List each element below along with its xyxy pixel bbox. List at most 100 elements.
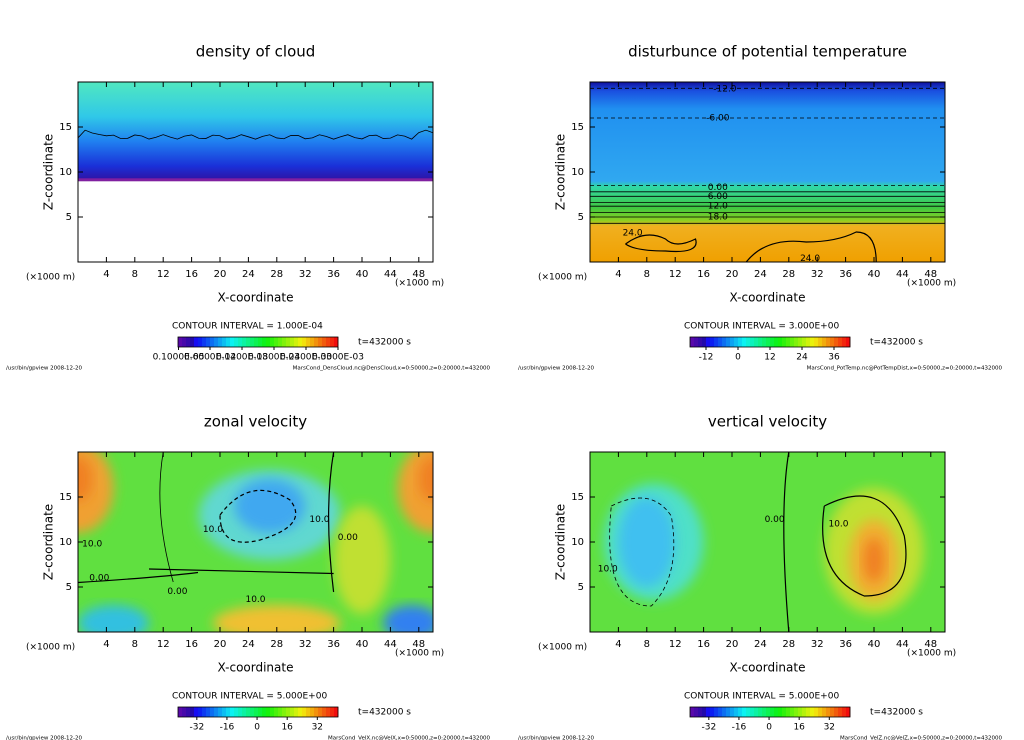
x-tick-label: 36 <box>327 269 340 280</box>
time-label: t=432000 s <box>870 338 923 348</box>
colorbar-cell <box>726 707 731 717</box>
colorbar-cell <box>766 707 771 717</box>
contour-label: 0.00 <box>89 574 109 584</box>
x-tick-label: 28 <box>270 639 283 650</box>
colorbar-cell <box>790 337 795 347</box>
x-tick-label: 32 <box>299 639 312 650</box>
colorbar-cell <box>690 707 695 717</box>
contour-line <box>78 129 433 140</box>
x-tick-label: 12 <box>669 269 682 280</box>
colorbar-cell <box>738 337 743 347</box>
colorbar-cell <box>742 707 747 717</box>
colorbar-cell <box>234 337 239 347</box>
colorbar-cell <box>226 707 231 717</box>
footer-left: /usr/bin/gpview 2008-12-20 <box>518 736 595 740</box>
y-unit: (×1000 m) <box>538 273 587 283</box>
x-tick-label: 36 <box>839 639 852 650</box>
x-tick-label: 40 <box>356 639 369 650</box>
colorbar-cell <box>242 707 247 717</box>
chart-title: density of cloud <box>196 43 316 61</box>
colorbar-cell <box>258 707 263 717</box>
colorbar-cell <box>270 337 275 347</box>
colorbar-cell <box>274 337 279 347</box>
colorbar-cell <box>302 337 307 347</box>
colorbar-cell <box>294 707 299 717</box>
colorbar-cell <box>774 707 779 717</box>
colorbar-cell <box>702 337 707 347</box>
x-unit: (×1000 m) <box>395 279 444 289</box>
colorbar-cell <box>842 707 847 717</box>
colorbar-cell <box>826 337 831 347</box>
colorbar-tick-label: 0.2400E-03 <box>280 353 332 363</box>
colorbar-cell <box>258 337 263 347</box>
colorbar-cell <box>286 337 291 347</box>
contour-interval: CONTOUR INTERVAL = 3.000E+00 <box>684 322 839 332</box>
colorbar-cell <box>318 337 323 347</box>
colorbar-cell <box>822 707 827 717</box>
colorbar-cell <box>186 337 191 347</box>
x-tick-label: 8 <box>644 269 650 280</box>
colorbar-cell <box>322 707 327 717</box>
colorbar-cell <box>746 337 751 347</box>
colorbar-cell <box>806 337 811 347</box>
x-tick-label: 12 <box>669 639 682 650</box>
y-tick-label: 15 <box>571 492 584 503</box>
colorbar-cell <box>262 707 267 717</box>
colorbar-cell <box>738 707 743 717</box>
y-tick-label: 10 <box>59 167 72 178</box>
colorbar-cell <box>254 707 259 717</box>
colorbar-cell <box>814 707 819 717</box>
x-unit: (×1000 m) <box>907 649 956 659</box>
contour-line <box>219 489 297 543</box>
colorbar-cell <box>182 707 187 717</box>
colorbar-tick-label: 0 <box>735 353 741 363</box>
contour-line <box>783 452 790 632</box>
colorbar-tick-label: 0.6000E-04 <box>184 353 236 363</box>
chart-title: zonal velocity <box>204 413 307 431</box>
colorbar-cell <box>754 707 759 717</box>
colorbar-cell <box>794 337 799 347</box>
x-tick-label: 40 <box>868 269 881 280</box>
x-tick-label: 4 <box>615 639 621 650</box>
colorbar-cell <box>798 707 803 717</box>
colorbar-cell <box>202 707 207 717</box>
y-tick-label: 10 <box>59 537 72 548</box>
x-tick-label: 32 <box>299 269 312 280</box>
colorbar-cell <box>250 707 255 717</box>
y-tick-label: 10 <box>571 537 584 548</box>
colorbar-cell <box>834 337 839 347</box>
y-unit: (×1000 m) <box>538 643 587 653</box>
colorbar-cell <box>266 707 271 717</box>
contour-label: 10.0 <box>82 539 102 549</box>
x-tick-label: 12 <box>157 639 170 650</box>
contour-label: 24.0 <box>800 254 820 264</box>
colorbar-cell <box>782 707 787 717</box>
y-tick-label: 15 <box>59 492 72 503</box>
colorbar-cell <box>830 707 835 717</box>
panel: 4 8 12 16 20 24 28 32 36 40 44 4851015-12.0-6.000.0… <box>518 43 1002 372</box>
contour-label: 0.00 <box>708 183 728 193</box>
colorbar-cell <box>282 337 287 347</box>
y-unit: (×1000 m) <box>26 643 75 653</box>
colorbar-cell <box>194 337 199 347</box>
y-tick-label: 5 <box>578 582 584 593</box>
colorbar-cell <box>178 707 183 717</box>
x-tick-label: 40 <box>356 269 369 280</box>
colorbar-cell <box>774 337 779 347</box>
chart-title: vertical velocity <box>708 413 827 431</box>
colorbar-cell <box>690 337 695 347</box>
colorbar-cell <box>762 707 767 717</box>
colorbar-cell <box>698 337 703 347</box>
colorbar-cell <box>190 707 195 717</box>
colorbar-cell <box>298 707 303 717</box>
footer-right: MarsCond_DensCloud.nc@DensCloud,x=0:5000… <box>293 366 491 372</box>
contour-line <box>745 231 877 262</box>
colorbar-cell <box>758 707 763 717</box>
x-tick-label: 4 <box>615 269 621 280</box>
x-tick-label: 20 <box>214 639 227 650</box>
colorbar-cell <box>794 707 799 717</box>
colorbar-cell <box>758 337 763 347</box>
colorbar-cell <box>282 707 287 717</box>
x-axis-label: X-coordinate <box>730 291 806 305</box>
